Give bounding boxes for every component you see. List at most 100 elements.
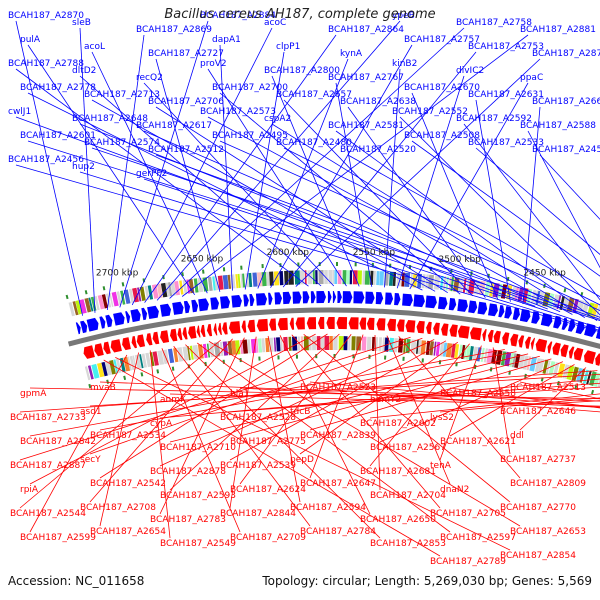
forward-gene-arrow bbox=[75, 322, 81, 335]
forward-gene-arrow bbox=[512, 307, 520, 321]
reverse-cog-block bbox=[324, 336, 329, 350]
forward-gene-label: BCAH187_A2874 bbox=[532, 49, 600, 59]
reverse-gene-arrow bbox=[457, 325, 470, 339]
reverse-gene-arrow bbox=[200, 324, 206, 337]
forward-cog-block bbox=[332, 270, 334, 284]
reverse-cog-block bbox=[542, 359, 549, 374]
forward-gene-label: BCAH187_A2788 bbox=[8, 59, 84, 69]
forward-cog-block bbox=[68, 302, 75, 317]
forward-gene-label: BCAH187_A2456 bbox=[8, 155, 84, 165]
forward-cog-block bbox=[514, 286, 520, 301]
forward-leader-line bbox=[399, 116, 600, 316]
reverse-leader-line bbox=[303, 333, 511, 503]
forward-gene-arrow bbox=[113, 312, 125, 326]
reverse-leader-line bbox=[185, 344, 381, 539]
reverse-leader-line bbox=[398, 336, 521, 479]
reverse-leader-line bbox=[103, 359, 441, 557]
forward-cog-block bbox=[522, 288, 529, 303]
reverse-leader-line bbox=[439, 397, 600, 413]
reverse-leader-line bbox=[161, 348, 241, 533]
reverse-gene-label: BCAH187_A2737 bbox=[500, 455, 576, 465]
reverse-cog-block bbox=[458, 344, 463, 359]
forward-cog-block bbox=[342, 270, 347, 285]
forward-cog-block bbox=[547, 293, 555, 308]
reverse-gene-arrow bbox=[530, 337, 535, 350]
reverse-gene-label: BCAH187_A2842 bbox=[20, 437, 96, 447]
reverse-gene-arrow bbox=[269, 318, 277, 331]
forward-gene-arrow bbox=[147, 305, 159, 319]
forward-gene-label: BCAH187_A2869 bbox=[136, 25, 212, 35]
outer-tick bbox=[181, 272, 184, 277]
reverse-gene-arrow bbox=[449, 324, 458, 337]
reverse-gene-label: tdcB bbox=[290, 407, 310, 417]
reverse-gene-label: BCAH187_A2770 bbox=[500, 503, 576, 513]
reverse-gene-arrow bbox=[213, 323, 218, 336]
reverse-cog-block bbox=[231, 340, 237, 355]
forward-gene-label: cwlJ1 bbox=[8, 107, 31, 117]
forward-gene-label: BCAH187_A2480 bbox=[276, 138, 352, 148]
reverse-gene-label: BCAH187_A2809 bbox=[510, 479, 586, 489]
reverse-cog-block bbox=[113, 359, 119, 374]
reverse-cog-block bbox=[463, 345, 468, 360]
reverse-cog-block bbox=[227, 340, 233, 356]
reverse-gene-label: BCAH187_A2534 bbox=[90, 431, 166, 441]
outer-tick bbox=[563, 288, 567, 293]
reverse-cog-block bbox=[292, 336, 298, 351]
reverse-leader-line bbox=[89, 338, 233, 503]
reverse-leader-line bbox=[519, 381, 600, 400]
reverse-cog-block bbox=[235, 340, 241, 355]
reverse-cog-block bbox=[123, 356, 131, 372]
reverse-gene-label: BCAH187_A2710 bbox=[160, 443, 236, 453]
forward-cog-block bbox=[217, 275, 224, 290]
reverse-cog-block bbox=[348, 336, 351, 351]
forward-cog-block bbox=[212, 276, 216, 291]
inner-tick bbox=[156, 369, 160, 374]
reverse-gene-arrow bbox=[277, 317, 288, 331]
outer-tick bbox=[65, 294, 69, 300]
forward-gene-label: ppaC bbox=[520, 73, 543, 83]
forward-gene-label: BCAH187_A2552 bbox=[392, 107, 468, 117]
reverse-cog-block bbox=[273, 337, 277, 352]
forward-cog-block bbox=[116, 291, 122, 306]
forward-leader-line bbox=[384, 68, 401, 288]
reverse-gene-arrow bbox=[560, 344, 569, 358]
forward-leader-line bbox=[219, 44, 233, 291]
forward-gene-arrow bbox=[438, 296, 448, 310]
forward-cog-block bbox=[364, 270, 371, 285]
reverse-gene-arrow bbox=[131, 336, 137, 349]
forward-gene-label: BCAH187_A2757 bbox=[404, 35, 480, 45]
forward-gene-label: recQ2 bbox=[136, 73, 163, 83]
reverse-gene-label: cypA bbox=[150, 419, 173, 429]
reverse-gene-arrow bbox=[426, 321, 432, 335]
forward-gene-label: dltD2 bbox=[72, 66, 96, 76]
reverse-cog-block bbox=[265, 337, 270, 353]
forward-leader-line bbox=[347, 106, 486, 298]
reverse-gene-label: anmK bbox=[160, 395, 187, 405]
reverse-gene-arrow bbox=[595, 353, 600, 366]
reverse-cog-block bbox=[288, 336, 292, 351]
forward-leader-line bbox=[143, 82, 335, 287]
reverse-gene-label: BCAH187_A2887 bbox=[10, 461, 86, 471]
reverse-gene-label: BCAH187_A2783 bbox=[150, 515, 226, 525]
forward-gene-label: BCAH187_A2573 bbox=[200, 107, 276, 117]
reverse-leader-line bbox=[149, 350, 171, 539]
reverse-cog-block bbox=[104, 360, 113, 376]
reverse-gene-label: pepD bbox=[290, 455, 314, 465]
forward-gene-label: BCAH187_A2631 bbox=[468, 90, 544, 100]
forward-leader-line bbox=[411, 92, 499, 300]
forward-cog-block bbox=[307, 270, 313, 285]
forward-gene-label: BCAH187_A2864 bbox=[328, 25, 404, 35]
forward-cog-block bbox=[137, 287, 142, 302]
reverse-gene-label: BCAH187_A2654 bbox=[90, 527, 166, 537]
forward-leader-line bbox=[207, 116, 573, 315]
reverse-leader-line bbox=[29, 354, 128, 533]
reverse-gene-label: mvaB bbox=[90, 383, 116, 393]
forward-cog-block bbox=[279, 271, 284, 286]
reverse-gene-arrow bbox=[103, 341, 111, 355]
reverse-gene-label: tenA bbox=[430, 461, 452, 471]
forward-gene-arrow bbox=[191, 299, 199, 313]
reverse-leader-line bbox=[208, 341, 521, 527]
forward-gene-label: BCAH187_A2512 bbox=[148, 145, 224, 155]
forward-gene-label: gerPF2 bbox=[136, 169, 167, 179]
reverse-gene-arrow bbox=[229, 321, 241, 334]
